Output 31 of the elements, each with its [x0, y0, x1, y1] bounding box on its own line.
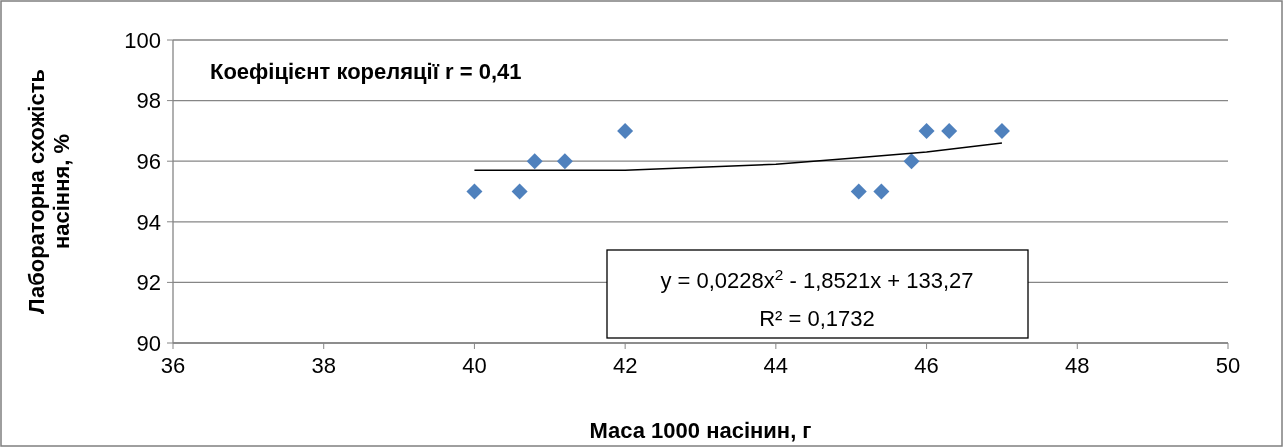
point	[617, 122, 634, 139]
point	[993, 122, 1010, 139]
y-tick-label: 92	[136, 270, 161, 296]
x-tick-label: 40	[462, 353, 487, 378]
y-tick-label: 98	[136, 88, 161, 114]
line-series	[473, 142, 1003, 172]
y-tick-label: 90	[136, 330, 161, 356]
x-tick-label: 42	[612, 353, 638, 378]
point	[873, 183, 890, 200]
x-tick-label: 48	[1065, 353, 1090, 378]
y-tick-label: 94	[136, 209, 161, 235]
x-tick-label: 44	[763, 353, 789, 378]
x-tick-label: 36	[160, 353, 186, 378]
point	[903, 153, 920, 170]
point	[526, 153, 543, 170]
y-tick-label: 96	[136, 148, 161, 174]
x-tick-label: 46	[914, 353, 939, 378]
point	[918, 122, 935, 139]
point	[511, 183, 528, 200]
point	[850, 183, 867, 200]
annotation: y = 0,0228x$^{2}$ - 1,8521x + 133,27	[660, 265, 974, 293]
point	[941, 122, 958, 139]
x-tick-label: 38	[311, 353, 336, 378]
y-axis-title: Лабораторна схожість насіння, %	[23, 69, 74, 314]
annotation: R² = 0,1732	[759, 306, 875, 331]
point	[466, 183, 483, 200]
y-tick-label: 100	[124, 27, 161, 53]
annotation: Коефіцієнт кореляції r = 0,41	[210, 59, 522, 84]
point	[556, 153, 573, 170]
x-tick-label: 50	[1215, 353, 1241, 378]
x-axis-title: Маса 1000 насінин, г	[589, 418, 812, 443]
